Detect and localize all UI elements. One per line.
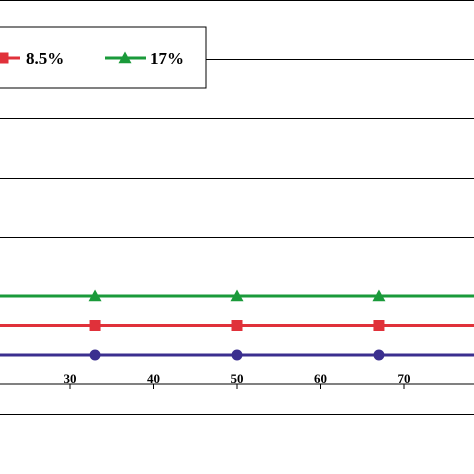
data-point [231, 320, 243, 331]
legend-label: 17% [150, 49, 184, 68]
series-2 [0, 320, 474, 331]
series-1 [0, 349, 474, 361]
data-point [230, 289, 244, 302]
legend-item: 8.5% [0, 49, 64, 68]
data-point [89, 320, 101, 331]
data-point [373, 320, 385, 331]
series-layer [0, 289, 474, 361]
x-axis-ticks: 30 40 50 60 70 [64, 371, 411, 389]
x-tick-label: 50 [231, 371, 244, 386]
data-point [89, 349, 101, 361]
legend-swatch-marker [0, 52, 9, 64]
legend-swatch-marker [118, 51, 132, 64]
legend: 8.5% 17% [0, 26, 207, 89]
data-point [88, 289, 102, 302]
x-tick-label: 70 [398, 371, 411, 386]
data-point [372, 289, 386, 302]
data-point [231, 349, 243, 361]
data-point [373, 349, 385, 361]
x-tick-label: 40 [147, 371, 160, 386]
series-3 [0, 289, 474, 302]
legend-item: 17% [105, 49, 184, 68]
x-tick-label: 60 [314, 371, 327, 386]
legend-box [0, 26, 207, 89]
x-tick-label: 30 [64, 371, 77, 386]
legend-label: 8.5% [26, 49, 64, 68]
